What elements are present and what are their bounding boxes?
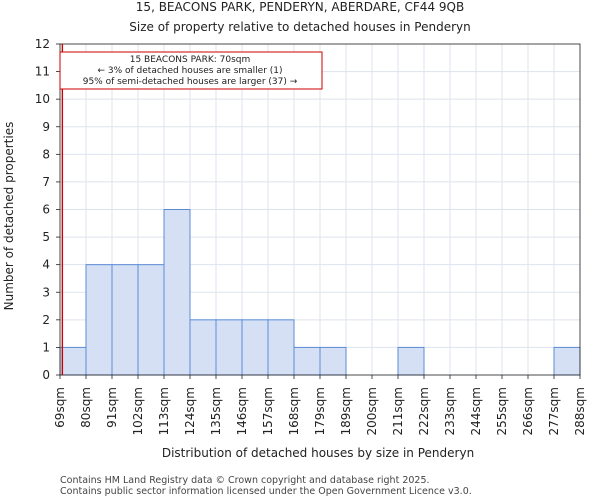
annotation-frame — [59, 51, 323, 90]
x-tick-label: 102sqm — [131, 387, 145, 435]
bar — [215, 319, 243, 376]
bar — [111, 264, 139, 376]
bar — [59, 346, 87, 376]
x-tick-label: 266sqm — [521, 387, 535, 435]
bar — [553, 346, 581, 376]
x-tick-label: 135sqm — [209, 387, 223, 435]
x-tick-label: 69sqm — [53, 387, 67, 428]
y-tick-label: 7 — [42, 175, 50, 189]
bar — [397, 346, 425, 376]
y-tick-label: 6 — [42, 203, 50, 217]
bar — [319, 346, 347, 376]
x-tick-label: 146sqm — [235, 387, 249, 435]
bar — [293, 346, 321, 376]
x-tick-label: 179sqm — [313, 387, 327, 435]
footer-line-1: Contains HM Land Registry data © Crown c… — [60, 475, 430, 486]
y-tick-label: 1 — [42, 340, 50, 354]
bar — [137, 264, 165, 376]
x-tick-label: 288sqm — [573, 387, 587, 435]
bar — [241, 319, 269, 376]
x-tick-label: 91sqm — [105, 387, 119, 428]
y-tick-label: 12 — [35, 37, 50, 51]
x-tick-label: 80sqm — [79, 387, 93, 428]
y-tick-label: 3 — [42, 285, 50, 299]
bar — [163, 209, 191, 376]
annotation-line-3: 95% of semi-detached houses are larger (… — [83, 77, 298, 87]
y-axis-label: Number of detached properties — [2, 122, 16, 311]
x-axis-ticks: 69sqm 80sqm 91sqm 102sqm 113sqm 124sqm 135sqm 1… — [53, 375, 587, 435]
bars — [59, 209, 581, 376]
y-tick-label: 4 — [42, 258, 50, 272]
x-tick-label: 189sqm — [339, 387, 353, 435]
x-tick-label: 222sqm — [417, 387, 431, 435]
x-tick-label: 113sqm — [157, 387, 171, 435]
x-tick-label: 277sqm — [547, 387, 561, 435]
x-tick-label: 200sqm — [365, 387, 379, 435]
x-tick-label: 124sqm — [183, 387, 197, 435]
chart-title: 15, BEACONS PARK, PENDERYN, ABERDARE, CF… — [136, 0, 464, 14]
x-tick-label: 157sqm — [261, 387, 275, 435]
y-tick-label: 0 — [42, 368, 50, 382]
bar — [189, 319, 217, 376]
y-tick-label: 5 — [42, 230, 50, 244]
annotation-line-1: 15 BEACONS PARK: 70sqm — [130, 55, 251, 65]
bar — [85, 264, 113, 376]
y-tick-label: 11 — [35, 65, 50, 79]
footer-line-2: Contains public sector information licen… — [60, 486, 472, 497]
x-tick-label: 211sqm — [391, 387, 405, 435]
y-tick-label: 8 — [42, 147, 50, 161]
y-tick-label: 2 — [42, 313, 50, 327]
x-tick-label: 168sqm — [287, 387, 301, 435]
y-tick-label: 9 — [42, 120, 50, 134]
plot-frame — [59, 43, 581, 376]
x-axis-label: Distribution of detached houses by size … — [162, 446, 474, 460]
x-tick-label: 244sqm — [469, 387, 483, 435]
x-tick-label: 255sqm — [495, 387, 509, 435]
bar — [267, 319, 295, 376]
annotation-line-2: ← 3% of detached houses are smaller (1) — [97, 66, 282, 76]
x-tick-label: 233sqm — [443, 387, 457, 435]
annotation-box: 15 BEACONS PARK: 70sqm ← 3% of detached … — [59, 51, 323, 90]
y-tick-label: 10 — [35, 92, 50, 106]
chart-subtitle: Size of property relative to detached ho… — [129, 20, 470, 34]
